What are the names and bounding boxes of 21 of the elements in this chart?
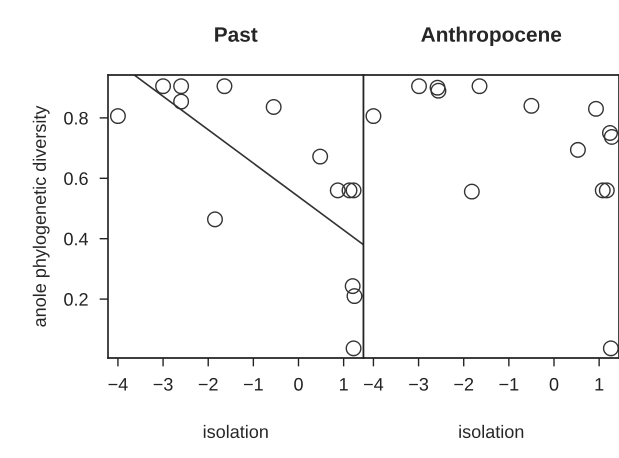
x-tick-label: −1	[499, 378, 518, 391]
y-tick-label: 0.4	[64, 232, 88, 246]
x-tick-label: −2	[454, 378, 474, 391]
y-tick-label: 0.8	[64, 112, 88, 125]
x-tick-label: −4	[108, 378, 128, 391]
chart-title: Past	[215, 27, 258, 42]
x-axis-title: isolation	[459, 424, 524, 438]
chart-title: Anthropocene	[421, 26, 562, 46]
x-tick-label: −3	[409, 378, 428, 391]
x-tick-label: −3	[154, 378, 173, 391]
y-tick-label: 0.2	[64, 293, 88, 306]
x-tick-label: 0	[550, 378, 558, 391]
x-tick-label: −1	[244, 378, 263, 391]
x-tick-label: −2	[198, 378, 218, 391]
x-tick-label: −4	[364, 378, 384, 391]
y-tick-label: 0.6	[64, 172, 88, 186]
y-axis-title: anole phylogenetic diversity	[32, 106, 50, 327]
x-tick-label: 0	[294, 378, 303, 391]
x-tick-label: 1	[340, 378, 348, 391]
x-axis-title: isolation	[204, 424, 268, 438]
x-tick-label: 1	[595, 378, 604, 391]
